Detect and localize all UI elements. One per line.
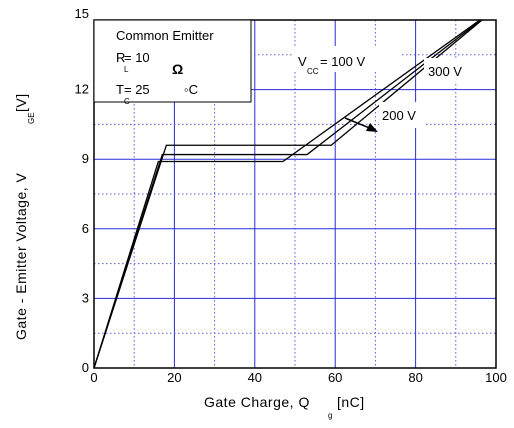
- x-axis-label-main: Gate Charge, Q: [204, 394, 310, 410]
- x-tick-label: 40: [248, 370, 262, 385]
- label-200v: 200 V: [382, 108, 416, 123]
- legend-rl-value: = 10: [124, 50, 150, 65]
- legend-rl-unit: Ω: [172, 61, 183, 77]
- x-axis-label-unit: [nC]: [337, 394, 365, 410]
- y-tick-label: 15: [75, 6, 89, 21]
- x-axis-label: Gate Charge, Q g [nC]: [204, 394, 365, 420]
- legend-rl-main: R: [116, 50, 125, 65]
- label-300v: 300 V: [428, 64, 462, 79]
- legend-tc-unit: ◦C: [184, 82, 198, 97]
- x-tick-labels: 0 20 40 60 80 100: [90, 370, 506, 385]
- legend-tc-sub: C: [124, 97, 130, 106]
- legend-rl-sub: L: [124, 65, 129, 74]
- y-tick-label: 9: [82, 151, 89, 166]
- legend-tc-value: = 25: [124, 82, 150, 97]
- vcc-sub: CC: [307, 67, 319, 76]
- arrow-annotation: [344, 117, 378, 132]
- x-tick-label: 80: [408, 370, 422, 385]
- series-line-1: [94, 20, 481, 368]
- x-axis-label-sub: g: [328, 411, 332, 420]
- legend-box: Common Emitter R L = 10 Ω T C = 25 ◦C: [93, 19, 252, 106]
- vcc-main: V: [298, 54, 307, 69]
- x-tick-label: 20: [167, 370, 181, 385]
- x-tick-label: 100: [485, 370, 507, 385]
- legend-tc-main: T: [116, 82, 124, 97]
- vcc-value: = 100 V: [320, 54, 366, 69]
- curve-annotations: V CC = 100 V 300 V 200 V: [294, 46, 480, 128]
- y-tick-label: 0: [82, 360, 89, 375]
- y-axis-label: Gate - Emitter Voltage, V GE [V]: [13, 93, 36, 340]
- y-axis-label-unit: [V]: [13, 93, 29, 112]
- x-tick-label: 60: [328, 370, 342, 385]
- plot-frame: [93, 19, 497, 369]
- y-tick-label: 12: [75, 82, 89, 97]
- y-axis-label-sub: GE: [27, 112, 36, 124]
- series-group: [94, 20, 484, 368]
- x-tick-label: 0: [90, 370, 97, 385]
- y-tick-label: 6: [82, 221, 89, 236]
- legend-title: Common Emitter: [116, 28, 214, 43]
- y-axis-label-main: Gate - Emitter Voltage, V: [13, 172, 29, 340]
- y-tick-labels: 0 3 6 9 12 15: [75, 6, 89, 375]
- series-line-3: [94, 20, 484, 368]
- y-tick-label: 3: [82, 290, 89, 305]
